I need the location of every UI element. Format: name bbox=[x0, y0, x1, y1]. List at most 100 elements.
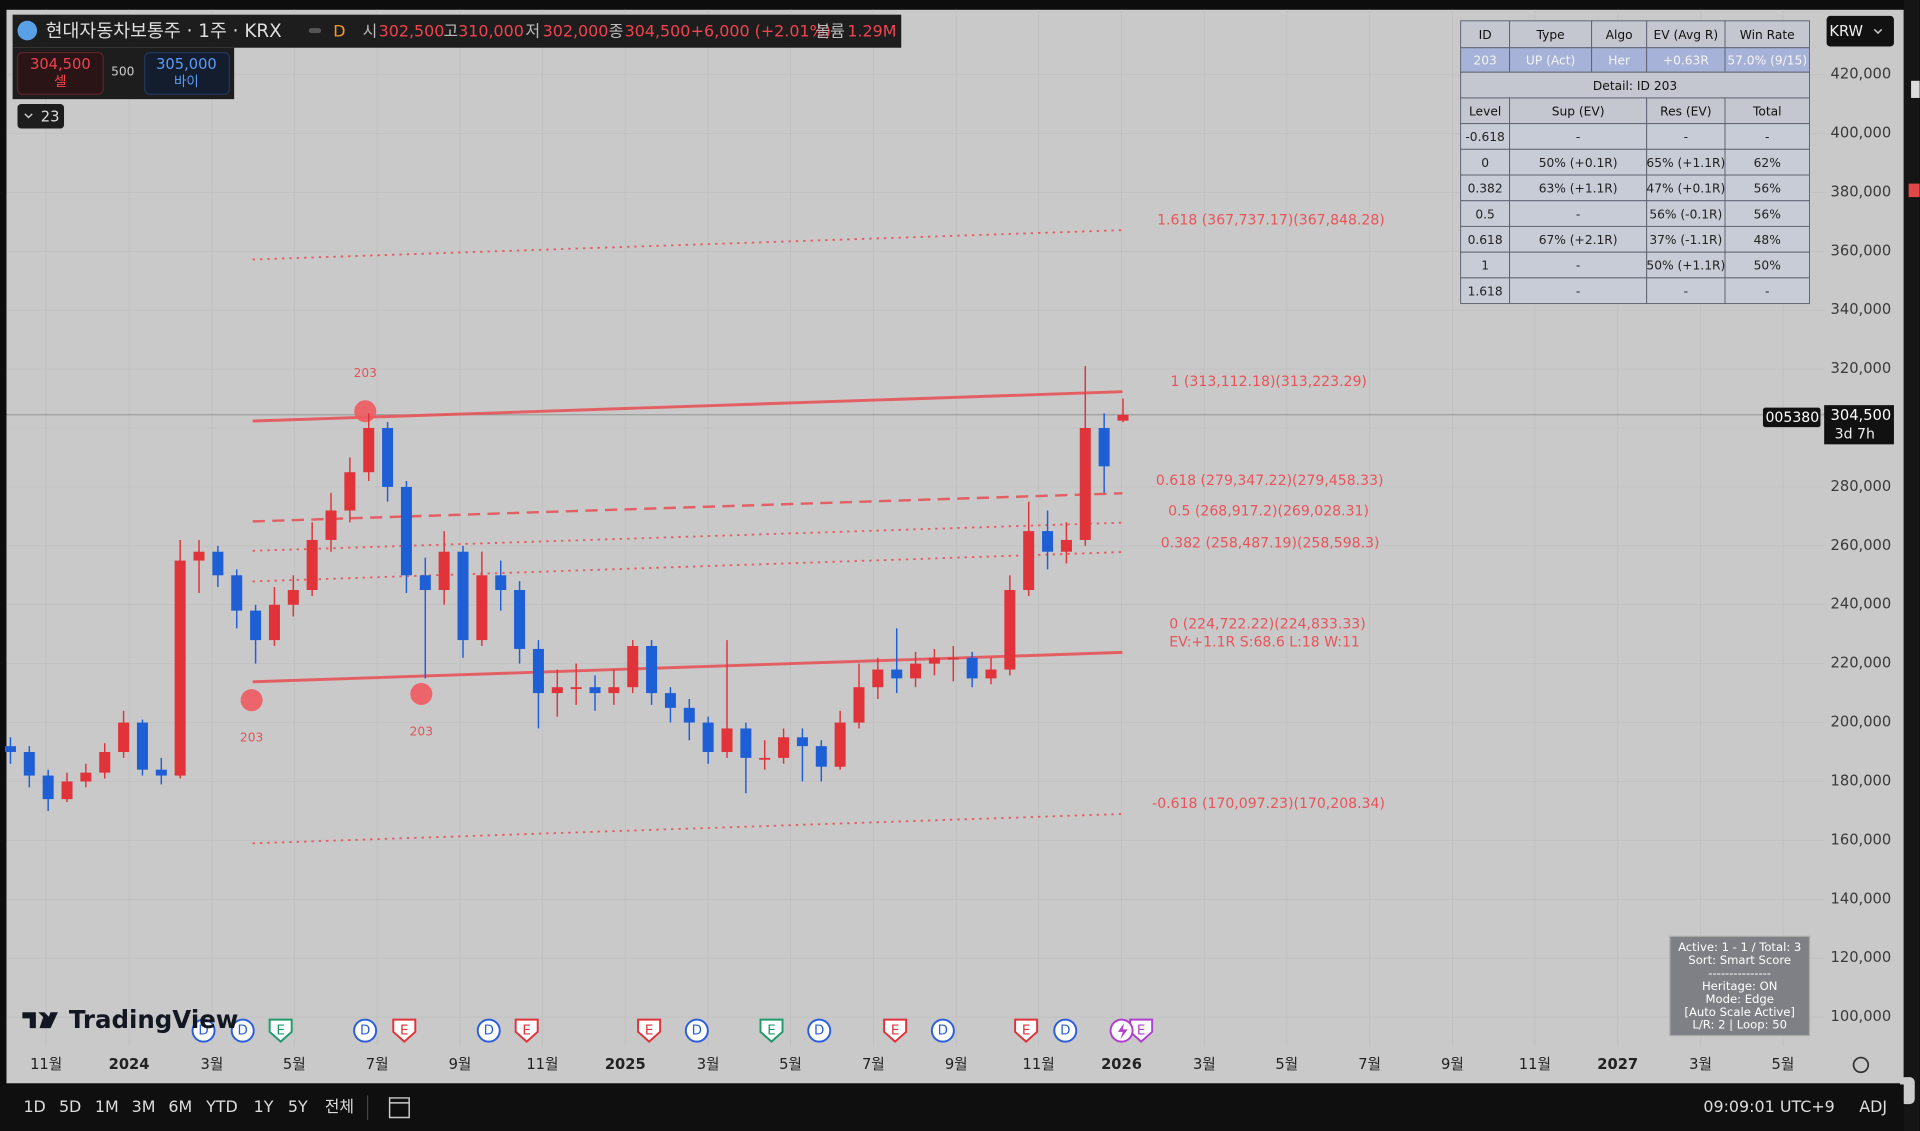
table-text: - bbox=[1576, 284, 1580, 298]
table-text: - bbox=[1684, 284, 1688, 298]
candle-body bbox=[589, 687, 601, 694]
candle-body bbox=[514, 590, 526, 649]
event-label: D bbox=[692, 1024, 702, 1039]
indicator-count: 23 bbox=[41, 109, 60, 126]
currency-button[interactable] bbox=[1826, 15, 1894, 47]
x-tick-label: 3월 bbox=[697, 1056, 720, 1073]
range-button[interactable]: YTD bbox=[205, 1097, 238, 1116]
fib-label: -0.618 (170,097.23)(170,208.34) bbox=[1152, 796, 1385, 812]
sell-button[interactable] bbox=[16, 52, 104, 95]
candle-body bbox=[136, 722, 148, 770]
fib-label: 1.618 (367,737.17)(367,848.28) bbox=[1157, 212, 1385, 228]
event-marker[interactable]: E bbox=[883, 1018, 908, 1043]
table-text: 65% (+1.1R) bbox=[1646, 156, 1725, 170]
table-cell bbox=[1724, 20, 1810, 49]
candle-body bbox=[1079, 428, 1091, 540]
event-marker[interactable]: E bbox=[637, 1018, 662, 1043]
event-marker[interactable]: D bbox=[930, 1018, 955, 1043]
x-tick-label: 9월 bbox=[945, 1056, 968, 1073]
x-tick-label: 2027 bbox=[1597, 1056, 1638, 1073]
table-text: 56% bbox=[1754, 207, 1781, 221]
settings-icon[interactable] bbox=[1852, 1056, 1870, 1074]
candle-body bbox=[1004, 590, 1016, 670]
event-marker[interactable]: E bbox=[1014, 1018, 1039, 1043]
info-line: [Auto Scale Active] bbox=[1684, 1005, 1795, 1019]
table-cell bbox=[1724, 47, 1810, 73]
table-text: 67% (+2.1R) bbox=[1539, 233, 1618, 247]
indicator-toggle[interactable] bbox=[17, 104, 65, 129]
event-marker[interactable]: D bbox=[353, 1018, 378, 1043]
event-marker[interactable]: E bbox=[392, 1018, 417, 1043]
info-line: Sort: Smart Score bbox=[1688, 953, 1791, 967]
spread: 500 bbox=[111, 65, 134, 79]
scrollbar bbox=[1900, 1077, 1915, 1105]
candle-body bbox=[872, 669, 884, 688]
adjust-button[interactable]: ADJ bbox=[1859, 1097, 1887, 1116]
event-marker[interactable]: D bbox=[476, 1018, 501, 1043]
table-text: -0.618 bbox=[1465, 130, 1504, 144]
table-text: 37% (-1.1R) bbox=[1649, 233, 1722, 247]
event-marker[interactable]: E bbox=[514, 1018, 539, 1043]
event-marker[interactable]: D bbox=[684, 1018, 709, 1043]
candle-body bbox=[4, 746, 16, 753]
candle-body bbox=[1042, 531, 1054, 552]
range-button[interactable]: 1M bbox=[95, 1097, 119, 1116]
table-text: 63% (+1.1R) bbox=[1539, 182, 1618, 196]
candle-body bbox=[306, 539, 318, 591]
event-label: D bbox=[198, 1024, 208, 1039]
dot bbox=[308, 28, 322, 34]
fib-line bbox=[252, 650, 1123, 684]
table-cell bbox=[1724, 277, 1810, 305]
event-badge bbox=[807, 1018, 832, 1043]
candle-body bbox=[627, 645, 639, 688]
table-cell bbox=[1509, 123, 1648, 150]
range-button[interactable]: 6M bbox=[168, 1097, 192, 1116]
candle-body bbox=[457, 551, 469, 641]
header-close-label: 종 bbox=[609, 21, 624, 40]
range-button[interactable]: 전체 bbox=[325, 1097, 354, 1116]
buy-button[interactable] bbox=[144, 52, 230, 95]
range-button[interactable]: 5D bbox=[59, 1097, 81, 1116]
candle-body bbox=[1060, 539, 1072, 552]
event-marker[interactable]: E bbox=[268, 1018, 293, 1043]
table-cell bbox=[1509, 200, 1648, 227]
table-cell bbox=[1724, 123, 1810, 150]
y-tick-label: 260,000 bbox=[1831, 537, 1892, 554]
table-text: EV (Avg R) bbox=[1654, 28, 1719, 42]
fib-line bbox=[252, 229, 1123, 261]
candle-body bbox=[155, 769, 167, 776]
event-marker[interactable]: D bbox=[807, 1018, 832, 1043]
table-text: +0.63R bbox=[1663, 54, 1709, 68]
price-tag-value: 304,500 bbox=[1831, 407, 1892, 424]
sell-price: 304,500 bbox=[30, 56, 91, 73]
table-text: 47% (+0.1R) bbox=[1646, 182, 1725, 196]
event-marker[interactable]: D bbox=[191, 1018, 216, 1043]
table-text: - bbox=[1576, 130, 1580, 144]
event-marker[interactable]: D bbox=[230, 1018, 255, 1043]
event-marker[interactable]: D bbox=[1053, 1018, 1078, 1043]
logo-text: TradingView bbox=[69, 1005, 239, 1034]
candle-body bbox=[683, 707, 695, 723]
date-range-icon[interactable] bbox=[388, 1097, 410, 1119]
range-button[interactable]: 5Y bbox=[288, 1097, 308, 1116]
range-button[interactable]: 1Y bbox=[254, 1097, 274, 1116]
candle-body bbox=[400, 486, 412, 576]
candle-body bbox=[363, 428, 375, 473]
table-cell bbox=[1460, 71, 1810, 99]
chevron bbox=[1873, 28, 1883, 35]
event-label: E bbox=[645, 1024, 654, 1039]
info-box bbox=[1669, 935, 1811, 1037]
candle-body bbox=[1098, 428, 1110, 467]
table-cell bbox=[1460, 20, 1511, 49]
event-marker[interactable]: E bbox=[759, 1018, 784, 1043]
event-label: E bbox=[522, 1024, 531, 1039]
range-button[interactable]: 1D bbox=[23, 1097, 45, 1116]
y-tick-label: 240,000 bbox=[1831, 596, 1892, 613]
table-text: Res (EV) bbox=[1660, 104, 1711, 118]
table-text: 0.618 bbox=[1468, 233, 1503, 247]
ticker: 005380 bbox=[1765, 410, 1819, 426]
event-label: D bbox=[360, 1024, 370, 1039]
x-tick-label: 5월 bbox=[1772, 1056, 1795, 1073]
range-button[interactable]: 3M bbox=[132, 1097, 156, 1116]
